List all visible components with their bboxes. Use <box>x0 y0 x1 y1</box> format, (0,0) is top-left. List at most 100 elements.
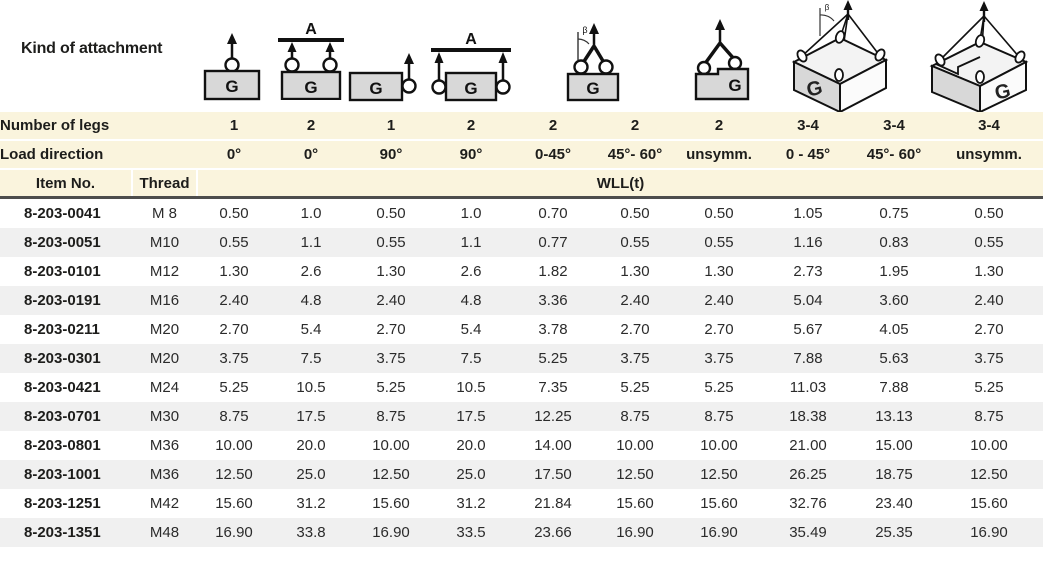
attachment-icon-1leg-90deg: G <box>348 53 417 102</box>
wll-value-cell: 7.88 <box>879 379 909 396</box>
legs-value: 1 <box>351 112 431 141</box>
wll-value-cell: 32.76 <box>789 495 827 512</box>
thread-cell: M42 <box>149 495 180 512</box>
wll-value-cell: 0.70 <box>538 205 568 222</box>
wll-value-cell: 2.70 <box>620 321 650 338</box>
wll-value-cell: 13.13 <box>875 408 913 425</box>
wll-value-cell: 12.50 <box>372 466 410 483</box>
wll-value-cell: 15.60 <box>215 495 253 512</box>
svg-text:A: A <box>305 21 317 38</box>
svg-text:G: G <box>304 78 317 97</box>
wll-value-cell: 25.0 <box>296 466 326 483</box>
wll-value-cell: 0.55 <box>376 234 406 251</box>
wll-header: WLL(t) <box>197 169 1043 199</box>
wll-value-cell: 2.40 <box>620 292 650 309</box>
legs-value: 1 <box>197 112 271 141</box>
wll-value-cell: 12.25 <box>534 408 572 425</box>
wll-value-cell: 10.00 <box>970 437 1008 454</box>
thread-cell: M48 <box>149 524 180 541</box>
wll-value-cell: 2.73 <box>793 263 823 280</box>
wll-value-cell: 2.70 <box>704 321 734 338</box>
wll-value-cell: 2.6 <box>460 263 482 280</box>
wll-value-cell: 31.2 <box>456 495 486 512</box>
wll-value-cell: 3.75 <box>219 350 249 367</box>
wll-value-cell: 2.70 <box>376 321 406 338</box>
thread-cell: M30 <box>149 408 180 425</box>
wll-value-cell: 1.30 <box>219 263 249 280</box>
wll-value-cell: 3.75 <box>620 350 650 367</box>
wll-value-cell: 3.60 <box>879 292 909 309</box>
legs-row: Number of legs 1 2 1 2 2 2 2 3-4 3-4 3-4 <box>0 112 1043 141</box>
wll-value-cell: 5.25 <box>704 379 734 396</box>
table-row: 8-203-0051 M10 0.55 1.1 0.55 1.1 0.77 0.55 0.55 1… <box>0 228 1043 257</box>
thread-cell: M24 <box>149 379 180 396</box>
table-row: 8-203-1251 M42 15.60 31.2 15.60 31.2 21.84 15.6… <box>0 489 1043 518</box>
wll-value-cell: 1.95 <box>879 263 909 280</box>
legs-value: 2 <box>675 112 763 141</box>
wll-value-cell: 17.50 <box>534 466 572 483</box>
direction-value: 0-45° <box>511 140 595 170</box>
table-row: 8-203-0801 M36 10.00 20.0 10.00 20.0 14.00 10.0… <box>0 431 1043 460</box>
svg-text:G: G <box>804 77 824 102</box>
svg-text:G: G <box>225 77 238 96</box>
wll-value-cell: 5.4 <box>460 321 482 338</box>
wll-value-cell: 1.30 <box>376 263 406 280</box>
svg-text:G: G <box>993 80 1013 105</box>
wll-value-cell: 15.60 <box>372 495 410 512</box>
wll-value-cell: 15.60 <box>700 495 738 512</box>
wll-value-cell: 31.2 <box>296 495 326 512</box>
wll-value-cell: 17.5 <box>456 408 486 425</box>
wll-value-cell: 0.50 <box>620 205 650 222</box>
legs-value: 2 <box>511 112 595 141</box>
wll-value-cell: 1.05 <box>793 205 823 222</box>
wll-value-cell: 7.35 <box>538 379 568 396</box>
wll-value-cell: 10.00 <box>372 437 410 454</box>
wll-value-cell: 0.83 <box>879 234 909 251</box>
wll-value-cell: 8.75 <box>376 408 406 425</box>
wll-value-cell: 5.25 <box>219 379 249 396</box>
legs-value: 2 <box>431 112 511 141</box>
svg-text:β: β <box>825 3 830 12</box>
wll-value-cell: 1.0 <box>460 205 482 222</box>
item-no-cell: 8-203-0041 <box>24 205 101 222</box>
wll-value-cell: 26.25 <box>789 466 827 483</box>
direction-row: Load direction 0° 0° 90° 90° 0-45° 45°- 60° un… <box>0 140 1043 170</box>
wll-value-cell: 17.5 <box>296 408 326 425</box>
kind-of-attachment-label: Kind of attachment <box>21 40 163 57</box>
wll-value-cell: 5.25 <box>620 379 650 396</box>
thread-cell: M 8 <box>151 205 177 222</box>
wll-value-cell: 2.40 <box>974 292 1004 309</box>
svg-text:β: β <box>582 25 587 35</box>
wll-value-cell: 23.40 <box>875 495 913 512</box>
table-row: 8-203-1351 M48 16.90 33.8 16.90 33.5 23.66 16.9… <box>0 518 1043 547</box>
wll-value-cell: 5.67 <box>793 321 823 338</box>
table-row: 8-203-0101 M12 1.30 2.6 1.30 2.6 1.82 1.30 1.30 2… <box>0 257 1043 286</box>
wll-value-cell: 1.30 <box>974 263 1004 280</box>
wll-value-cell: 18.75 <box>875 466 913 483</box>
wll-value-cell: 5.25 <box>538 350 568 367</box>
wll-value-cell: 3.36 <box>538 292 568 309</box>
wll-value-cell: 20.0 <box>296 437 326 454</box>
item-no-cell: 8-203-0421 <box>24 379 101 396</box>
wll-value-cell: 3.75 <box>704 350 734 367</box>
table-row: 8-203-0211 M20 2.70 5.4 2.70 5.4 3.78 2.70 2.70 5… <box>0 315 1043 344</box>
wll-value-cell: 8.75 <box>704 408 734 425</box>
wll-value-cell: 3.75 <box>974 350 1004 367</box>
table-row: 8-203-0301 M20 3.75 7.5 3.75 7.5 5.25 3.75 3.75 7… <box>0 344 1043 373</box>
wll-value-cell: 5.63 <box>879 350 909 367</box>
wll-capacity-table: Number of legs 1 2 1 2 2 2 2 3-4 3-4 3-4 Load dir… <box>0 112 1043 547</box>
wll-value-cell: 16.90 <box>372 524 410 541</box>
wll-value-cell: 5.25 <box>974 379 1004 396</box>
wll-value-cell: 15.60 <box>616 495 654 512</box>
wll-value-cell: 12.50 <box>616 466 654 483</box>
wll-value-cell: 33.5 <box>456 524 486 541</box>
wll-value-cell: 1.82 <box>538 263 568 280</box>
direction-value: unsymm. <box>675 140 763 170</box>
wll-value-cell: 0.50 <box>219 205 249 222</box>
direction-value: 45°- 60° <box>595 140 675 170</box>
direction-value: 45°- 60° <box>853 140 935 170</box>
wll-value-cell: 10.5 <box>296 379 326 396</box>
attachment-icon-1leg-0deg: G <box>203 33 261 101</box>
thread-header: Thread <box>132 169 198 199</box>
item-no-cell: 8-203-1351 <box>24 524 101 541</box>
